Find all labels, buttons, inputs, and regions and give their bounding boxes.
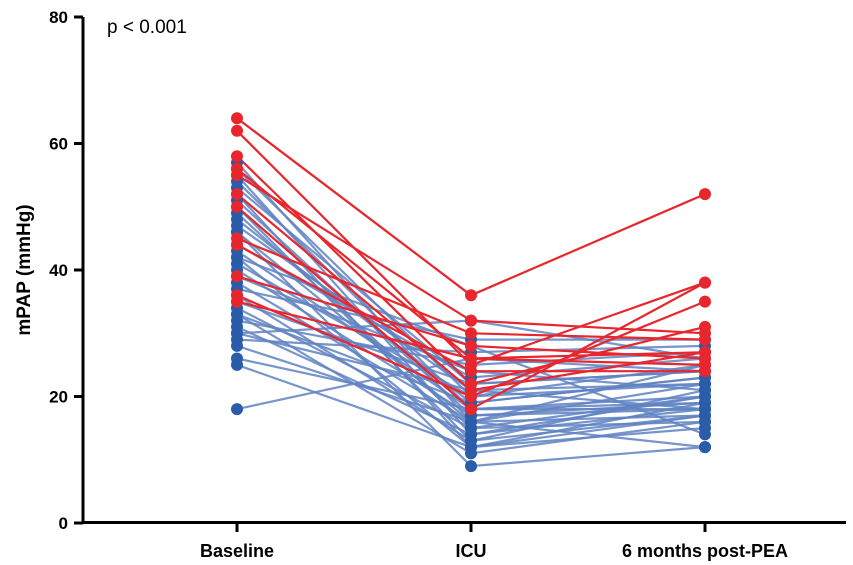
y-tick-label-40: 40 xyxy=(49,261,68,280)
data-point-red-9-0 xyxy=(231,270,243,283)
data-point-red-9-1 xyxy=(465,339,477,352)
data-point-red-6-0 xyxy=(231,200,243,213)
data-point-blue-46-1 xyxy=(465,447,477,460)
data-point-red-10-1 xyxy=(465,390,477,403)
data-point-blue-46-2 xyxy=(699,415,711,428)
data-point-blue-44-0 xyxy=(231,327,243,340)
y-tick-label-20: 20 xyxy=(49,388,68,407)
series-points xyxy=(231,112,711,473)
data-point-blue-36-2 xyxy=(699,377,711,390)
data-point-red-7-2 xyxy=(699,333,711,346)
data-point-blue-47-1 xyxy=(465,415,477,428)
data-point-red-8-1 xyxy=(465,365,477,378)
data-point-red-6-1 xyxy=(465,403,477,416)
data-point-red-0-0 xyxy=(231,112,243,125)
data-point-blue-46-0 xyxy=(231,308,243,321)
y-tick-label-0: 0 xyxy=(59,514,68,533)
data-point-red-5-0 xyxy=(231,188,243,201)
data-point-red-10-2 xyxy=(699,295,711,308)
data-point-red-8-0 xyxy=(231,238,243,251)
y-tick-label-80: 80 xyxy=(49,8,68,27)
data-point-red-11-1 xyxy=(465,352,477,365)
data-point-blue-35-1 xyxy=(465,428,477,441)
tick-labels: 0 20 40 60 80 Baseline ICU 6 months post-PEA xyxy=(49,8,788,561)
data-point-red-7-1 xyxy=(465,327,477,340)
data-point-red-0-2 xyxy=(699,188,711,201)
data-point-blue-45-0 xyxy=(231,251,243,264)
data-point-red-0-1 xyxy=(465,289,477,302)
data-point-blue-39-2 xyxy=(699,396,711,409)
data-point-red-8-2 xyxy=(699,365,711,378)
data-point-blue-47-2 xyxy=(699,441,711,454)
data-point-red-11-0 xyxy=(231,295,243,308)
y-axis-title: mPAP (mmHg) xyxy=(14,204,35,335)
data-point-red-11-2 xyxy=(699,346,711,359)
data-point-blue-40-0 xyxy=(231,358,243,371)
p-value-annotation: p < 0.001 xyxy=(107,17,187,38)
data-point-blue-42-1 xyxy=(465,460,477,473)
y-tick-label-60: 60 xyxy=(49,135,68,154)
data-point-red-4-0 xyxy=(231,169,243,182)
data-point-red-1-0 xyxy=(231,124,243,137)
data-point-red-2-0 xyxy=(231,150,243,163)
data-point-blue-45-2 xyxy=(699,428,711,441)
axes xyxy=(74,15,846,532)
x-category-label-0: Baseline xyxy=(200,541,274,561)
x-category-label-2: 6 months post-PEA xyxy=(622,541,788,561)
x-category-label-1: ICU xyxy=(456,541,487,561)
data-point-blue-41-0 xyxy=(231,403,243,416)
data-point-red-4-1 xyxy=(465,314,477,327)
data-point-blue-38-0 xyxy=(231,339,243,352)
data-point-red-6-2 xyxy=(699,276,711,289)
